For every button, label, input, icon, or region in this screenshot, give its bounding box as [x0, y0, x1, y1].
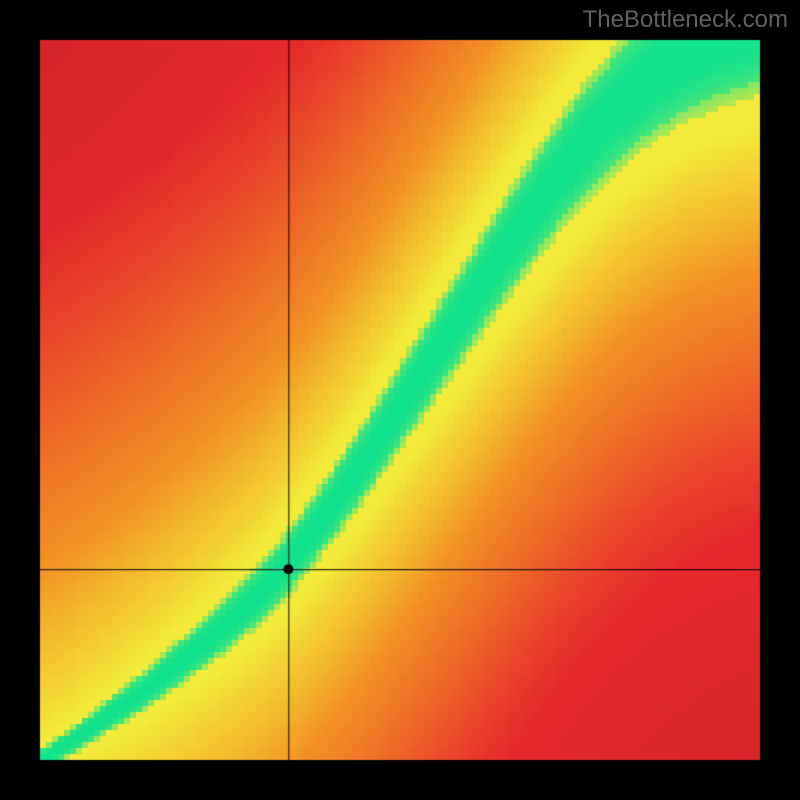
- chart-container: TheBottleneck.com: [0, 0, 800, 800]
- bottleneck-heatmap-canvas: [0, 0, 800, 800]
- watermark-text: TheBottleneck.com: [583, 6, 788, 34]
